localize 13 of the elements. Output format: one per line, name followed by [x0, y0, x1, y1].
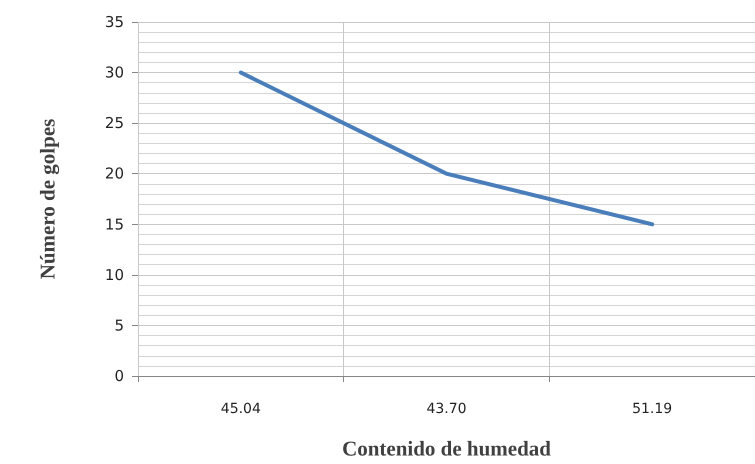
- y-tick-label: 15: [104, 215, 124, 234]
- x-tick-label: 45.04: [220, 401, 261, 417]
- y-tick-label: 25: [104, 114, 124, 132]
- y-tick-label: 5: [114, 316, 124, 334]
- y-axis-title: Número de golpes: [36, 118, 60, 280]
- y-tick-label: 35: [104, 13, 124, 31]
- y-tick-label: 30: [104, 64, 124, 82]
- y-tick-label: 20: [104, 164, 124, 183]
- y-tick-label: 10: [104, 266, 124, 284]
- x-axis-title: Contenido de humedad: [342, 436, 552, 460]
- y-tick-label: 0: [114, 367, 124, 385]
- x-tick-label: 43.70: [426, 401, 467, 417]
- x-tick-label: 51.19: [632, 401, 672, 417]
